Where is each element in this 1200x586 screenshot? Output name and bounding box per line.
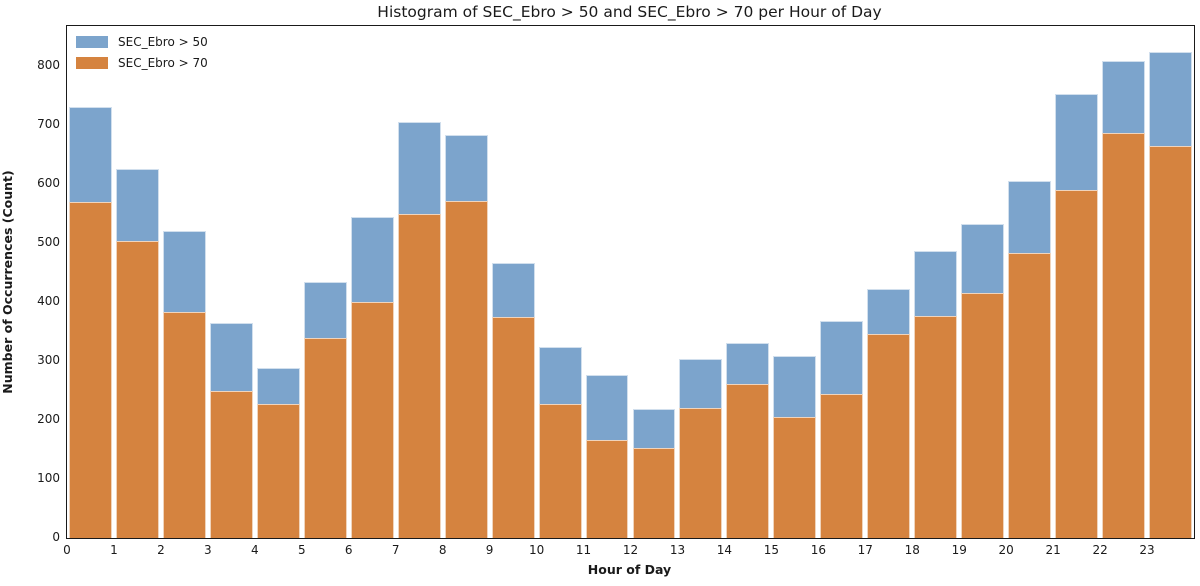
- x-tick-label-1: 1: [110, 543, 118, 557]
- histogram-bar-sec70-hour-9: [491, 317, 535, 538]
- y-tick-label-300: 300: [37, 353, 60, 368]
- x-tick-label-18: 18: [904, 543, 920, 557]
- histogram-bar-sec70-hour-8: [444, 201, 488, 538]
- x-tick-label-12: 12: [622, 543, 639, 557]
- histogram-bar-sec70-hour-15: [773, 416, 817, 538]
- histogram-bar-sec70-hour-22: [1102, 133, 1146, 538]
- x-tick-label-20: 20: [998, 543, 1014, 557]
- x-tick-label-9: 9: [485, 543, 494, 557]
- x-tick-label-22: 22: [1092, 543, 1108, 557]
- y-tick-label-800: 800: [37, 58, 60, 73]
- x-tick-label-15: 15: [763, 543, 780, 557]
- x-tick-label-19: 19: [951, 543, 967, 557]
- histogram-bar-sec70-hour-10: [538, 403, 582, 538]
- histogram-bar-sec70-hour-18: [914, 316, 958, 538]
- legend-swatch-icon: [76, 36, 108, 48]
- y-tick-label-500: 500: [37, 235, 60, 250]
- legend-item-sec70: SEC_Ebro > 70: [76, 56, 208, 70]
- legend-label: SEC_Ebro > 50: [118, 35, 208, 49]
- histogram-bar-sec70-hour-20: [1008, 252, 1052, 538]
- histogram-bar-sec70-hour-12: [632, 448, 676, 538]
- x-tick-label-16: 16: [810, 543, 826, 557]
- x-tick-label-21: 21: [1045, 543, 1061, 557]
- y-tick-label-0: 0: [52, 530, 60, 544]
- legend: SEC_Ebro > 50 SEC_Ebro > 70: [76, 35, 208, 70]
- histogram-bar-sec70-hour-4: [256, 404, 300, 538]
- x-tick-label-13: 13: [669, 543, 686, 557]
- x-tick-label-10: 10: [528, 543, 545, 557]
- y-tick-label-200: 200: [37, 412, 60, 427]
- histogram-bar-sec70-hour-3: [209, 390, 253, 538]
- y-tick-label-400: 400: [37, 294, 60, 309]
- x-axis-label: Hour of Day: [587, 562, 672, 577]
- histogram-bar-sec70-hour-11: [585, 440, 629, 538]
- y-tick-label-600: 600: [37, 176, 60, 191]
- x-tick-label-17: 17: [857, 543, 873, 557]
- histogram-bar-sec70-hour-23: [1149, 146, 1192, 538]
- histogram-bar-sec70-hour-2: [162, 311, 206, 538]
- y-tick-label-700: 700: [37, 117, 60, 132]
- x-tick-label-11: 11: [575, 543, 592, 557]
- histogram-bar-sec70-hour-21: [1055, 189, 1099, 538]
- legend-swatch-icon: [76, 57, 108, 69]
- histogram-bar-sec70-hour-13: [679, 408, 723, 538]
- histogram-bar-sec70-hour-7: [397, 214, 441, 538]
- histogram-bar-sec70-hour-5: [303, 338, 347, 538]
- histogram-bar-sec70-hour-14: [726, 384, 770, 538]
- x-tick-label-3: 3: [204, 543, 212, 557]
- x-tick-label-0: 0: [63, 543, 71, 557]
- x-tick-label-23: 23: [1139, 543, 1155, 557]
- y-tick-label-100: 100: [37, 471, 60, 485]
- chart-title: Histogram of SEC_Ebro > 50 and SEC_Ebro …: [377, 3, 882, 21]
- x-tick-label-4: 4: [251, 543, 259, 557]
- histogram-bar-sec70-hour-6: [350, 302, 394, 538]
- x-tick-label-7: 7: [391, 543, 400, 557]
- histogram-bar-sec70-hour-1: [115, 241, 159, 538]
- x-tick-label-14: 14: [716, 543, 733, 557]
- legend-item-sec50: SEC_Ebro > 50: [76, 35, 208, 49]
- histogram-bar-sec70-hour-17: [867, 333, 911, 538]
- histogram-bar-sec70-hour-19: [961, 292, 1005, 538]
- x-tick-label-8: 8: [438, 543, 447, 557]
- x-tick-label-5: 5: [297, 543, 306, 557]
- x-tick-label-2: 2: [157, 543, 165, 557]
- histogram-bar-sec70-hour-0: [69, 201, 112, 538]
- x-tick-label-6: 6: [344, 543, 353, 557]
- legend-label: SEC_Ebro > 70: [118, 56, 208, 70]
- histogram-bar-sec70-hour-16: [820, 394, 864, 538]
- y-axis-label: Number of Occurrences (Count): [0, 170, 15, 394]
- plot-area: SEC_Ebro > 50 SEC_Ebro > 70: [66, 25, 1195, 539]
